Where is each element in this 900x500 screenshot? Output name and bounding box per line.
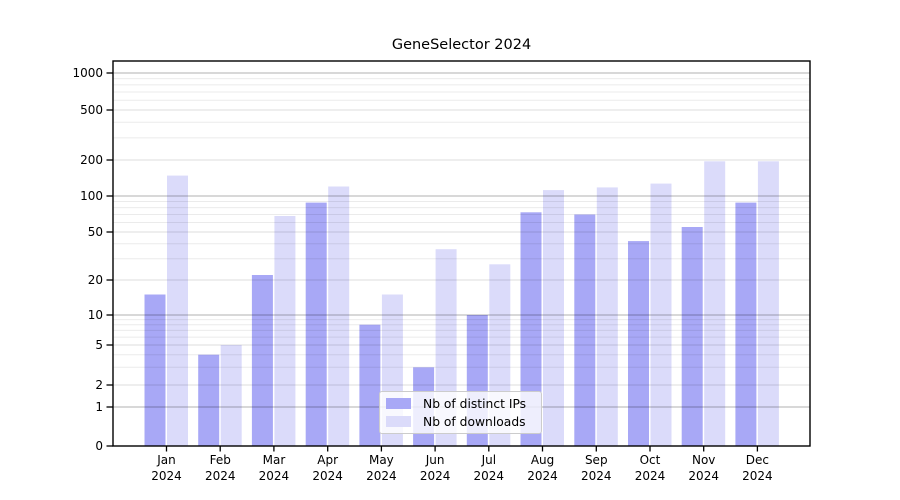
x-tick-label-month: Nov (692, 453, 715, 467)
x-tick-label-month: Mar (263, 453, 286, 467)
legend-label-distinct-ips: Nb of distinct IPs (423, 396, 527, 411)
x-tick-label-year: 2024 (259, 469, 290, 483)
x-tick-label-month: Aug (531, 453, 554, 467)
x-tick-label-year: 2024 (151, 469, 182, 483)
legend-label-downloads: Nb of downloads (423, 414, 526, 429)
y-tick-label: 0 (95, 439, 103, 453)
x-tick-label-month: Feb (210, 453, 231, 467)
y-tick-label: 2 (95, 378, 103, 392)
x-tick-label-year: 2024 (366, 469, 397, 483)
chart-title: GeneSelector 2024 (391, 37, 532, 53)
x-tick-label-year: 2024 (205, 469, 236, 483)
legend-item-distinct-ips: Nb of distinct IPs (386, 395, 535, 412)
bar-downloads-mar (274, 216, 296, 446)
bar-distinct-ips-apr (305, 202, 327, 446)
bar-distinct-ips-feb (198, 354, 220, 446)
legend: Nb of distinct IPs Nb of downloads (379, 391, 542, 434)
bar-downloads-jan (167, 175, 188, 446)
bar-distinct-ips-dec (735, 202, 757, 446)
x-tick-label-year: 2024 (742, 469, 773, 483)
y-tick-label: 1 (95, 400, 103, 414)
bar-downloads-aug (543, 190, 564, 446)
x-tick-label-year: 2024 (312, 469, 343, 483)
y-tick-label: 500 (80, 103, 103, 117)
bar-distinct-ips-may (359, 324, 381, 446)
x-tick-label-year: 2024 (527, 469, 558, 483)
bar-distinct-ips-sep (574, 214, 596, 446)
bar-downloads-oct (650, 183, 672, 446)
x-tick-label-year: 2024 (688, 469, 719, 483)
x-tick-label-month: May (369, 453, 394, 467)
x-tick-label-month: Sep (585, 453, 608, 467)
x-tick-label-year: 2024 (581, 469, 612, 483)
x-tick-label-month: Oct (640, 453, 661, 467)
plot-frame (112, 60, 811, 447)
bar-distinct-ips-oct (628, 241, 649, 446)
x-tick-label-month: Jan (156, 453, 176, 467)
y-tick-label: 100 (80, 189, 103, 203)
x-tick-label-month: Dec (746, 453, 769, 467)
bar-downloads-sep (596, 187, 618, 446)
x-tick-label-month: Jul (481, 453, 496, 467)
y-tick-label: 10 (88, 308, 103, 322)
bar-downloads-apr (328, 186, 350, 446)
x-tick-label-year: 2024 (420, 469, 451, 483)
bar-distinct-ips-mar (251, 275, 273, 446)
x-tick-label-year: 2024 (474, 469, 505, 483)
x-tick-label-month: Jun (425, 453, 445, 467)
bar-distinct-ips-aug (520, 212, 542, 446)
legend-swatch-distinct-ips (386, 398, 411, 409)
bar-downloads-feb (220, 345, 242, 446)
y-tick-label: 200 (80, 153, 103, 167)
bar-distinct-ips-nov (681, 227, 703, 446)
bar-downloads-dec (757, 161, 779, 447)
x-tick-label-month: Apr (317, 453, 338, 467)
y-tick-label: 1000 (72, 66, 103, 80)
y-tick-label: 5 (95, 338, 103, 352)
bar-downloads-nov (704, 161, 726, 447)
bar-distinct-ips-jan (144, 294, 166, 446)
legend-item-downloads: Nb of downloads (386, 413, 535, 430)
legend-swatch-downloads (386, 416, 411, 427)
y-tick-label: 50 (88, 225, 103, 239)
x-tick-label-year: 2024 (635, 469, 666, 483)
y-tick-label: 20 (88, 273, 103, 287)
